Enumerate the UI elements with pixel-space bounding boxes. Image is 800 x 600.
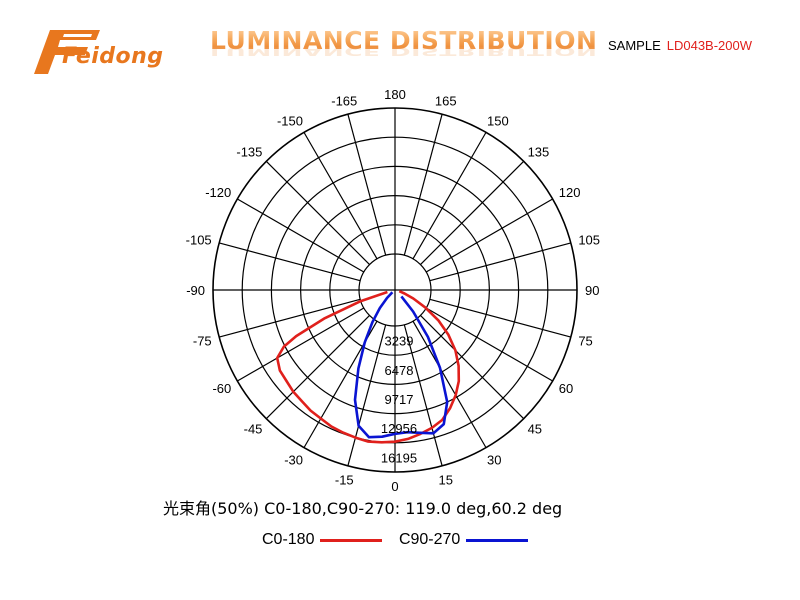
beam-angle-annotation: 光束角(50%) C0-180,C90-270: 119.0 deg,60.2 …: [163, 499, 563, 518]
legend-swatch-blue: [466, 538, 529, 542]
grid-spoke: [265, 315, 370, 420]
grid-spoke: [412, 320, 487, 448]
grid-spoke: [412, 132, 487, 260]
logo-f-mark: [34, 30, 100, 74]
grid-spoke: [347, 114, 387, 256]
brand-name: Feidong: [62, 44, 164, 69]
grid-spoke: [420, 315, 525, 420]
angle-tick-label: -15: [335, 472, 354, 487]
series-line-c90-270: [353, 291, 449, 439]
grid-spoke: [429, 298, 571, 338]
angle-tick-label: -150: [277, 113, 303, 128]
angle-tick-label: 90: [585, 283, 599, 298]
grid-spoke: [403, 324, 443, 466]
radial-labels: 3239 6478 9717 12956 16195: [381, 334, 417, 466]
polar-grid: [212, 107, 578, 473]
grid-spoke: [219, 242, 361, 282]
grid-spoke: [265, 160, 370, 265]
grid-spoke: [237, 307, 365, 382]
angle-tick-label: 60: [559, 381, 573, 396]
grid-spoke: [237, 198, 365, 273]
legend-item-c0-180: C0-180: [262, 531, 383, 549]
angle-tick-label: 0: [391, 479, 398, 494]
grid-spoke: [303, 132, 378, 260]
angle-tick-label: -60: [212, 381, 231, 396]
angle-tick-label: 30: [487, 453, 501, 468]
radial-tick-label: 6478: [385, 363, 414, 378]
angle-tick-label: 180: [384, 87, 406, 102]
grid-spoke: [420, 160, 525, 265]
angle-tick-label: 75: [578, 334, 592, 349]
angle-tick-label: -135: [236, 144, 262, 159]
grid-spoke: [219, 298, 361, 338]
angle-tick-label: 15: [438, 472, 452, 487]
legend-label: C0-180: [262, 531, 315, 548]
radial-tick-label: 12956: [381, 421, 417, 436]
angle-tick-label: -165: [331, 94, 357, 109]
radial-tick-label: 16195: [381, 450, 417, 465]
angle-tick-label: -105: [186, 232, 212, 247]
series-layer: [275, 290, 461, 444]
angle-tick-label: -45: [244, 422, 263, 437]
grid-spoke: [429, 242, 571, 282]
grid-spoke: [425, 307, 553, 382]
angle-tick-label: 105: [578, 232, 600, 247]
sample-value: LD043B-200W: [666, 38, 753, 53]
angle-tick-label: -30: [284, 453, 303, 468]
sample-info: SAMPLE LD043B-200W: [608, 38, 752, 53]
angle-tick-label: -75: [193, 334, 212, 349]
angle-tick-label: 165: [435, 94, 457, 109]
grid-spoke: [347, 324, 387, 466]
chart-legend: C0-180 C90-270: [262, 531, 540, 549]
legend-label: C90-270: [398, 531, 461, 548]
radial-tick-label: 9717: [385, 392, 414, 407]
angle-tick-label: -120: [205, 185, 231, 200]
angle-tick-label: -90: [186, 283, 205, 298]
angle-tick-label: 150: [487, 113, 509, 128]
feidong-logo: [34, 30, 100, 74]
grid-spoke: [425, 198, 553, 273]
grid-spoke: [403, 114, 443, 256]
angle-tick-label: 120: [559, 185, 581, 200]
angle-tick-label: 45: [528, 422, 542, 437]
legend-item-c90-270: C90-270: [398, 531, 529, 549]
radial-tick-label: 3239: [385, 334, 414, 349]
angle-tick-label: 135: [528, 144, 550, 159]
legend-swatch-red: [320, 538, 383, 542]
angle-labels: 0 15 30 45 60 75 90 105 120 135 150 165 180 -165 -150 -…: [186, 87, 600, 494]
sample-label: SAMPLE: [608, 38, 661, 53]
series-line-c0-180: [275, 290, 461, 444]
page-title: LUMINANCE DISTRIBUTION: [210, 26, 598, 55]
